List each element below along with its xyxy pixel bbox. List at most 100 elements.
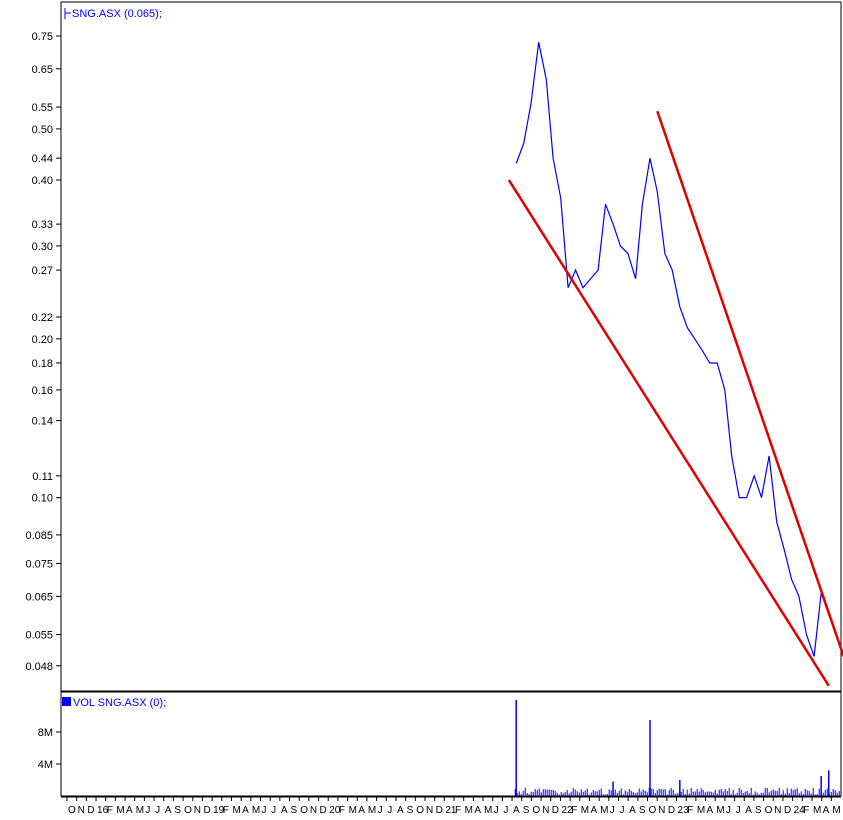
x-axis-tick-label: F <box>803 805 809 816</box>
x-axis-tick-label: S <box>639 805 646 816</box>
x-axis-tick-label: A <box>242 805 249 816</box>
x-axis-tick-label: F <box>339 805 345 816</box>
price-axis-tick-label: 0.75 <box>32 31 53 43</box>
x-axis-tick-label: N <box>78 805 85 816</box>
x-axis-tick-label: J <box>378 805 383 816</box>
price-axis: 0.75 0.65 0.55 0.50 0.44 0.40 0.33 0.30 0.27 0.22… <box>25 31 61 673</box>
x-axis-tick-label: J <box>145 805 150 816</box>
x-axis-tick-label: M <box>136 805 144 816</box>
x-axis-tick-label: M <box>581 805 589 816</box>
price-series-group <box>515 42 837 657</box>
price-axis-tick-label: 0.055 <box>25 630 53 642</box>
x-axis-tick-label: M <box>232 805 240 816</box>
x-axis-tick-label: 22 <box>561 805 573 816</box>
volume-axis: 8M 4M <box>38 727 61 771</box>
x-axis-tick-label: 20 <box>329 805 341 816</box>
x-axis-tick-label: J <box>271 805 276 816</box>
volume-legend-label: VOL SNG.ASX (0); <box>73 697 166 709</box>
x-axis-tick-label: A <box>629 805 636 816</box>
x-axis-tick-label: N <box>194 805 201 816</box>
x-axis-tick-label: A <box>126 805 133 816</box>
price-axis-tick-label: 0.048 <box>25 661 53 673</box>
x-axis-tick-label: S <box>291 805 298 816</box>
x-axis-tick-label: O <box>765 805 773 816</box>
x-axis-tick-label: S <box>174 805 181 816</box>
x-axis-tick-label: 24 <box>794 805 806 816</box>
price-axis-tick-label: 0.18 <box>32 358 53 370</box>
x-axis-tick-label: A <box>474 805 481 816</box>
x-axis-tick-label: A <box>397 805 404 816</box>
x-axis-tick-label: F <box>687 805 693 816</box>
x-axis-tick-label: J <box>262 805 267 816</box>
volume-axis-tick-label: 8M <box>38 727 53 739</box>
x-axis-tick-label: M <box>484 805 492 816</box>
price-axis-tick-label: 0.44 <box>32 153 53 165</box>
x-axis-tick-label: A <box>823 805 830 816</box>
x-axis-tick-label: O <box>300 805 308 816</box>
price-axis-tick-label: 0.065 <box>25 591 53 603</box>
x-axis-tick-label: M <box>813 805 821 816</box>
x-axis-tick-label: M <box>349 805 357 816</box>
x-axis-tick-label: D <box>552 805 559 816</box>
price-axis-tick-label: 0.085 <box>25 530 53 542</box>
x-axis-tick-label: O <box>416 805 424 816</box>
x-axis-tick-label: F <box>223 805 229 816</box>
x-axis-tick-label: J <box>610 805 615 816</box>
x-axis-tick-label: M <box>600 805 608 816</box>
x-axis-tick-label: 23 <box>678 805 690 816</box>
price-axis-tick-label: 0.10 <box>32 493 53 505</box>
x-axis-tick-label: D <box>436 805 443 816</box>
x-axis-tick-label: A <box>281 805 288 816</box>
price-axis-tick-label: 0.11 <box>32 471 53 483</box>
x-axis-tick-label: A <box>745 805 752 816</box>
volume-legend: VOL SNG.ASX (0); <box>62 697 166 709</box>
x-axis-tick-label: N <box>426 805 433 816</box>
x-axis-tick-label: S <box>407 805 414 816</box>
x-axis-tick-label: A <box>590 805 597 816</box>
x-axis-tick-label: M <box>697 805 705 816</box>
x-axis-tick-label: O <box>649 805 657 816</box>
x-axis-tick-label: J <box>503 805 508 816</box>
price-axis-tick-label: 0.22 <box>32 312 53 324</box>
x-axis-tick-label: N <box>774 805 781 816</box>
x-axis-tick-label: F <box>571 805 577 816</box>
trendline-group <box>507 110 843 687</box>
x-axis-tick-label: F <box>455 805 461 816</box>
x-axis-tick-label: M <box>368 805 376 816</box>
x-axis-tick-label: J <box>726 805 731 816</box>
price-legend-label: SNG.ASX (0.065); <box>72 8 162 20</box>
x-axis-tick-label: A <box>165 805 172 816</box>
x-axis-tick-label: M <box>252 805 260 816</box>
x-axis-tick-label: O <box>68 805 76 816</box>
x-axis-tick-label: A <box>358 805 365 816</box>
x-axis-tick-label: D <box>203 805 210 816</box>
x-axis-tick-label: F <box>107 805 113 816</box>
x-axis-tick-label: J <box>155 805 160 816</box>
price-axis-tick-label: 0.27 <box>32 265 53 277</box>
trendline <box>656 110 843 657</box>
price-axis-tick-label: 0.14 <box>32 416 53 428</box>
x-axis-tick-label: J <box>494 805 499 816</box>
price-axis-tick-label: 0.50 <box>32 124 53 136</box>
x-axis-tick-label: S <box>755 805 762 816</box>
x-axis-tick-label: M <box>832 805 840 816</box>
x-axis-tick-label: N <box>542 805 549 816</box>
x-axis-tick-label: D <box>320 805 327 816</box>
volume-axis-tick-label: 4M <box>38 759 53 771</box>
x-axis-tick-label: 21 <box>445 805 457 816</box>
x-axis-tick-label: D <box>87 805 94 816</box>
x-axis-tick-label: 16 <box>97 805 109 816</box>
volume-legend-icon <box>62 697 71 706</box>
price-axis-tick-label: 0.65 <box>32 64 53 76</box>
x-axis-tick-label: J <box>736 805 741 816</box>
x-axis-tick-label: M <box>716 805 724 816</box>
x-axis-tick-label: D <box>668 805 675 816</box>
price-axis-tick-label: 0.55 <box>32 102 53 114</box>
price-axis-tick-label: 0.40 <box>32 175 53 187</box>
price-axis-tick-label: 0.20 <box>32 334 53 346</box>
x-axis-tick-label: O <box>184 805 192 816</box>
volume-panel-frame <box>60 691 842 797</box>
x-axis-tick-label: O <box>532 805 540 816</box>
x-axis-tick-label: M <box>465 805 473 816</box>
